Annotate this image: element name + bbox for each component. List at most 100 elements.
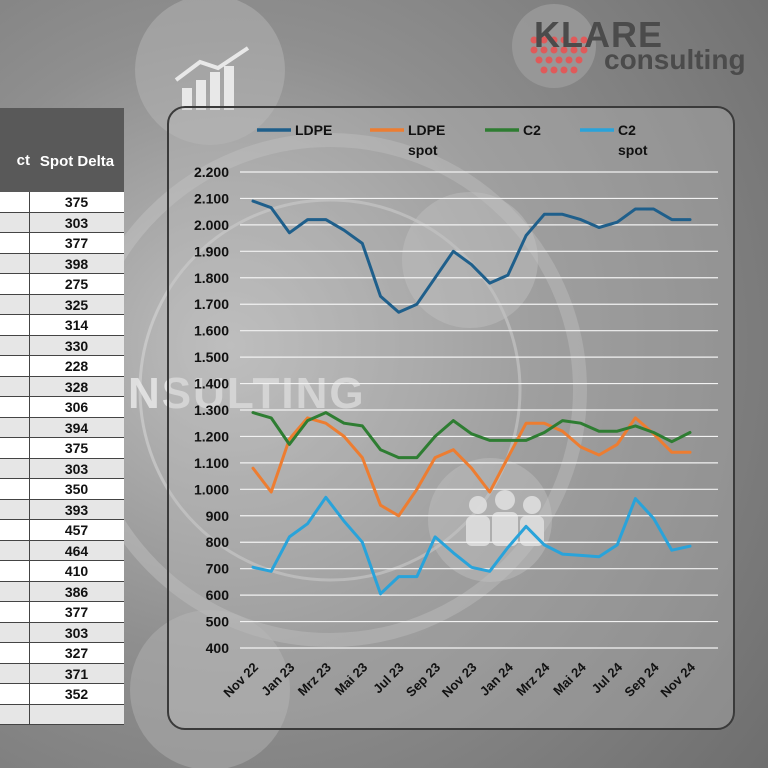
- x-tick-label: Mai 23: [332, 660, 371, 699]
- table-cell-spot-delta: 377: [64, 235, 89, 251]
- table-row: 325: [0, 294, 124, 315]
- table-cell-spot-delta: 325: [64, 296, 89, 313]
- logo-circle: [512, 4, 596, 88]
- table-cell-left: [0, 499, 30, 519]
- table-cell-spot-delta: 371: [64, 665, 89, 682]
- table-row: 393: [0, 499, 124, 520]
- x-tick-label: Jan 24: [477, 659, 517, 699]
- table-cell-spot-delta: 303: [64, 460, 89, 477]
- x-tick-label: Mrz 24: [513, 659, 553, 699]
- table-cell-left: [0, 520, 30, 540]
- table-row: 377: [0, 602, 124, 623]
- table-cell-left: [0, 192, 30, 212]
- table-row: 327: [0, 643, 124, 664]
- table-cell-left: [0, 684, 30, 704]
- table-header-left: ct: [16, 152, 30, 169]
- table-cell-spot-delta: 275: [64, 276, 89, 292]
- table-cell-spot-delta: 457: [64, 522, 89, 538]
- table-cell-spot-delta: 228: [64, 358, 89, 374]
- table-cell-left: [0, 253, 30, 273]
- table-cell-left: [0, 581, 30, 601]
- y-tick-label: 700: [206, 561, 230, 577]
- table-row: 464: [0, 540, 124, 561]
- series-line-ldpe-spot: [251, 416, 692, 518]
- table-cell-spot-delta: 352: [64, 686, 89, 702]
- table-cell-left: [0, 458, 30, 478]
- table-cell-left: [0, 602, 30, 622]
- table-row: 352: [0, 684, 124, 705]
- y-tick-label: 1.100: [194, 455, 229, 471]
- series-line-c2: [251, 411, 692, 460]
- series-line-c2-spot: [251, 495, 692, 596]
- table-row: 328: [0, 376, 124, 397]
- table-row: 394: [0, 417, 124, 438]
- table-cell-left: [0, 294, 30, 314]
- y-tick-label: 1.200: [194, 428, 229, 444]
- table-row: 275: [0, 274, 124, 295]
- table-cell-spot-delta: 303: [64, 214, 89, 231]
- table-cell-spot-delta: 350: [64, 481, 89, 497]
- table-cell-spot-delta: 464: [64, 542, 89, 559]
- table-row: 350: [0, 479, 124, 500]
- klare-consulting-logo: KLARE consulting: [512, 4, 762, 94]
- table-row: 375: [0, 438, 124, 459]
- table-cell-spot-delta: 410: [64, 563, 89, 579]
- table-cell-spot-delta: 375: [64, 194, 89, 210]
- x-tick-label: Nov 22: [220, 660, 261, 701]
- legend-label: LDPE spot: [408, 122, 445, 158]
- table-cell-left: [0, 561, 30, 581]
- table-cell-spot-delta: 375: [64, 440, 89, 456]
- table-row: 375: [0, 192, 124, 213]
- legend-label: LDPE: [295, 122, 332, 138]
- series-line-ldpe: [251, 199, 692, 314]
- table-row: 410: [0, 561, 124, 582]
- table-cell-spot-delta: 306: [64, 399, 89, 415]
- x-tick-label: Nov 24: [657, 659, 698, 700]
- y-tick-label: 900: [206, 508, 230, 524]
- table-cell-left: [0, 376, 30, 396]
- spot-delta-table: ct Spot Delta 375 303 377 398 275 325 314 330 22…: [0, 108, 124, 728]
- table-row: 306: [0, 397, 124, 418]
- x-tick-label: Sep 24: [621, 659, 662, 700]
- x-tick-label: Sep 23: [403, 660, 443, 700]
- y-tick-label: 400: [206, 640, 230, 656]
- y-tick-label: 800: [206, 534, 230, 550]
- table-header-spot-delta: Spot Delta: [30, 152, 124, 172]
- y-tick-label: 1.800: [194, 270, 229, 286]
- table-cell-left: [0, 397, 30, 417]
- table-header-spot-delta-text: Spot Delta: [39, 153, 115, 170]
- y-tick-label: 1.700: [194, 296, 229, 312]
- y-tick-label: 1.000: [194, 481, 229, 497]
- table-cell-spot-delta: 377: [64, 604, 89, 620]
- table-cell-spot-delta: 303: [64, 624, 89, 641]
- y-tick-label: 2.000: [194, 217, 229, 233]
- table-row: 398: [0, 253, 124, 274]
- table-row: 457: [0, 520, 124, 541]
- table-cell-left: [0, 540, 30, 560]
- y-tick-label: 2.200: [194, 164, 229, 180]
- table-cell-left: [0, 663, 30, 683]
- table-row: [0, 704, 124, 725]
- logo-dots-icon: [530, 36, 588, 74]
- table-header: ct Spot Delta: [0, 108, 124, 192]
- chart-bars-icon: [174, 46, 250, 110]
- table-cell-left: [0, 274, 30, 294]
- table-cell-spot-delta: 330: [64, 337, 89, 354]
- logo-text-consulting: consulting: [604, 44, 746, 75]
- legend-label: C2 spot: [618, 122, 648, 158]
- table-cell-left: [0, 479, 30, 499]
- x-tick-label: Jan 23: [258, 660, 297, 699]
- legend-label: C2: [523, 122, 541, 138]
- table-cell-left: [0, 335, 30, 355]
- y-tick-label: 1.600: [194, 323, 229, 339]
- logo-text-klare: KLARE: [534, 14, 663, 55]
- y-tick-label: 2.100: [194, 190, 229, 206]
- table-cell-left: [0, 356, 30, 376]
- table-row: 386: [0, 581, 124, 602]
- table-row: 303: [0, 212, 124, 233]
- table-body: 375 303 377 398 275 325 314 330 228 328 306 394 375 3…: [0, 192, 124, 725]
- y-tick-label: 500: [206, 614, 230, 630]
- table-row: 377: [0, 233, 124, 254]
- table-row: 303: [0, 458, 124, 479]
- x-tick-label: Jul 23: [370, 660, 407, 697]
